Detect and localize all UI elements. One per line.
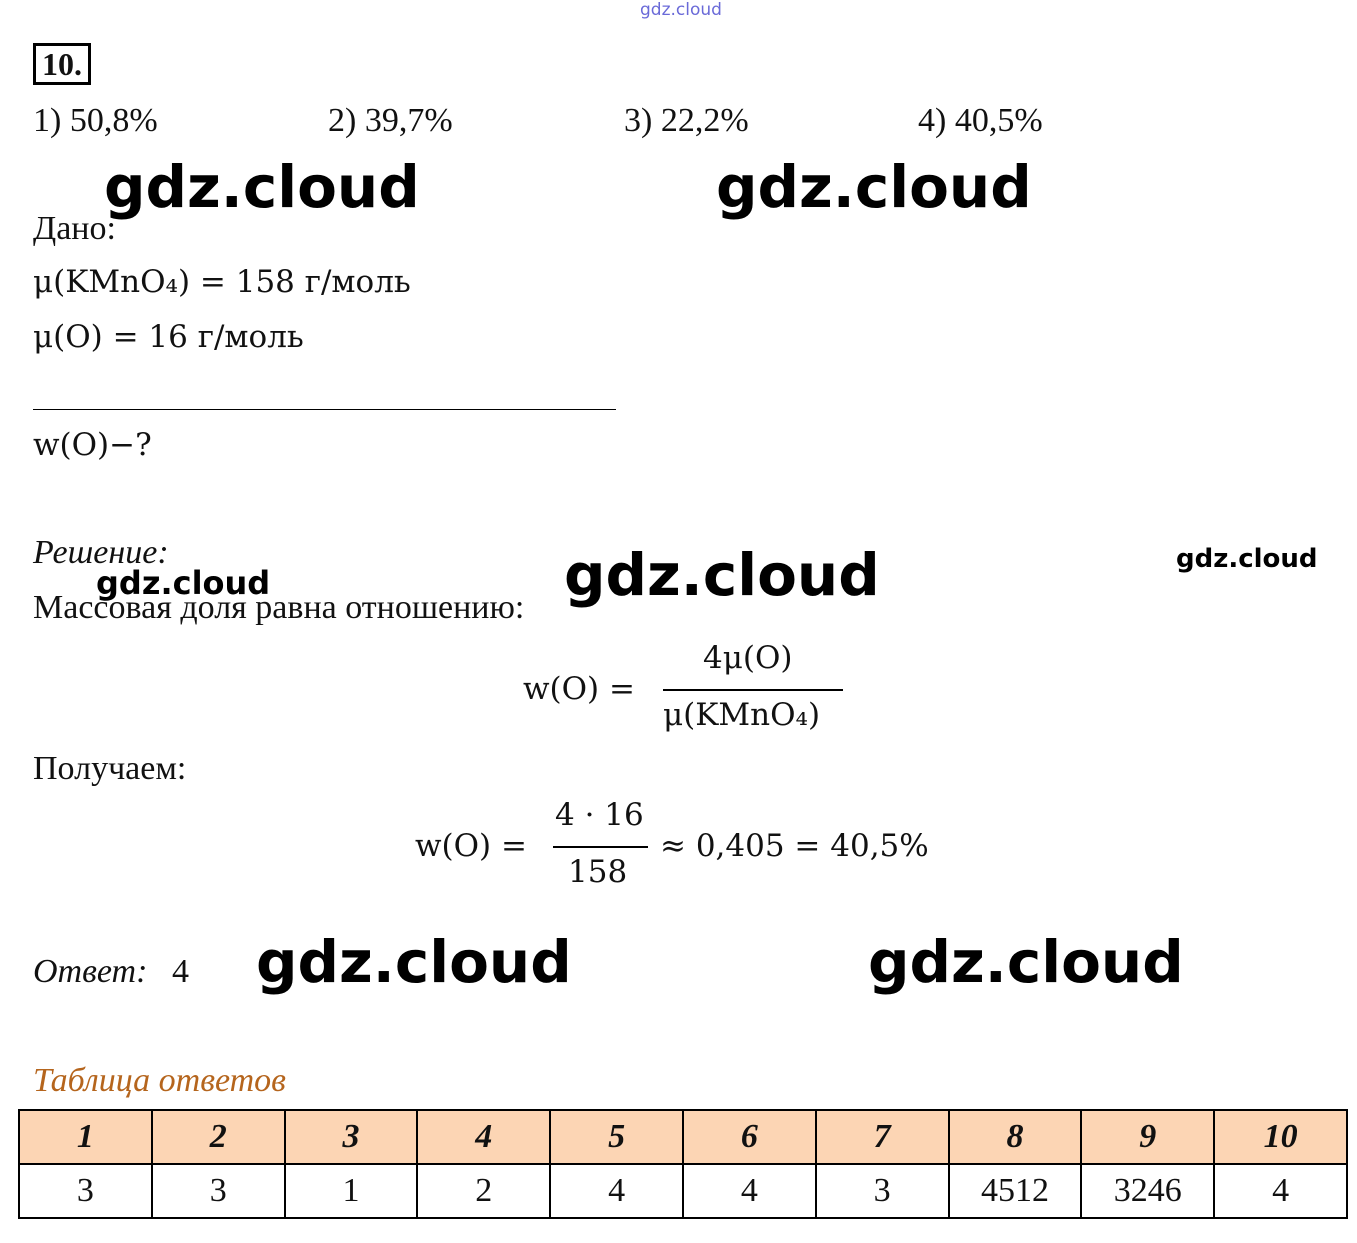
table-cell: 9: [1080, 1109, 1216, 1165]
option: 3) 22,2%: [624, 102, 749, 139]
given-label: Дано:: [33, 210, 116, 247]
table-cell: 4512: [947, 1163, 1083, 1219]
table-cell: 8: [947, 1109, 1083, 1165]
table-row: 1 2 3 4 5 6 7 8 9 10: [18, 1109, 1348, 1165]
watermark: gdz.cloud: [1176, 544, 1318, 574]
table-cell: 3: [150, 1163, 286, 1219]
watermark: gdz.cloud: [256, 928, 572, 996]
table-cell: 7: [814, 1109, 950, 1165]
given-line: μ(O) = 16 г/моль: [33, 319, 304, 355]
table-cell: 5: [549, 1109, 684, 1165]
solution-text: Массовая доля равна отношению:: [33, 589, 525, 626]
table-cell: 4: [549, 1163, 684, 1219]
watermark: gdz.cloud: [564, 541, 880, 609]
watermark: gdz.cloud: [104, 153, 420, 221]
calc-left: w(O) =: [415, 828, 527, 864]
result-label: Получаем:: [33, 750, 187, 787]
watermark: gdz.cloud: [716, 153, 1032, 221]
table-cell: 4: [416, 1109, 552, 1165]
table-cell: 2: [150, 1109, 286, 1165]
table-title: Таблица ответов: [33, 1062, 286, 1099]
table-cell: 6: [681, 1109, 817, 1165]
calc-denominator: 158: [568, 854, 628, 890]
calc-numerator: 4 · 16: [555, 797, 644, 833]
answers-table: 1 2 3 4 5 6 7 8 9 10 3 3 1 2 4 4 3 4512 3246 4: [18, 1109, 1348, 1219]
watermark: gdz.cloud: [96, 564, 271, 602]
option: 2) 39,7%: [328, 102, 453, 139]
table-cell: 1: [18, 1109, 153, 1165]
fraction-line: [553, 846, 648, 848]
option: 1) 50,8%: [33, 102, 158, 139]
table-cell: 3246: [1080, 1163, 1216, 1219]
option: 4) 40,5%: [918, 102, 1043, 139]
calc-right: ≈ 0,405 = 40,5%: [660, 828, 929, 864]
table-cell: 4: [1213, 1163, 1348, 1219]
table-cell: 10: [1213, 1109, 1348, 1165]
answer-value: 4: [172, 953, 189, 990]
watermark: gdz.cloud: [868, 928, 1184, 996]
divider: [33, 409, 616, 410]
table-cell: 3: [18, 1163, 153, 1219]
table-cell: 2: [416, 1163, 552, 1219]
fraction-line: [663, 689, 843, 691]
problem-number: 10.: [33, 43, 91, 85]
table-row: 3 3 1 2 4 4 3 4512 3246 4: [18, 1163, 1348, 1219]
table-cell: 4: [681, 1163, 817, 1219]
watermark: gdz.cloud: [640, 0, 722, 20]
given-line: μ(KMnO₄) = 158 г/моль: [33, 264, 411, 300]
table-cell: 3: [283, 1109, 419, 1165]
formula-denominator: μ(KMnO₄): [663, 697, 821, 733]
find: w(O)−?: [33, 427, 152, 463]
table-cell: 3: [814, 1163, 950, 1219]
table-cell: 1: [283, 1163, 419, 1219]
formula-numerator: 4μ(O): [703, 640, 793, 676]
solution-label: Решение:: [33, 534, 169, 571]
answer-label: Ответ:: [33, 953, 148, 990]
formula-left: w(O) =: [523, 671, 635, 707]
